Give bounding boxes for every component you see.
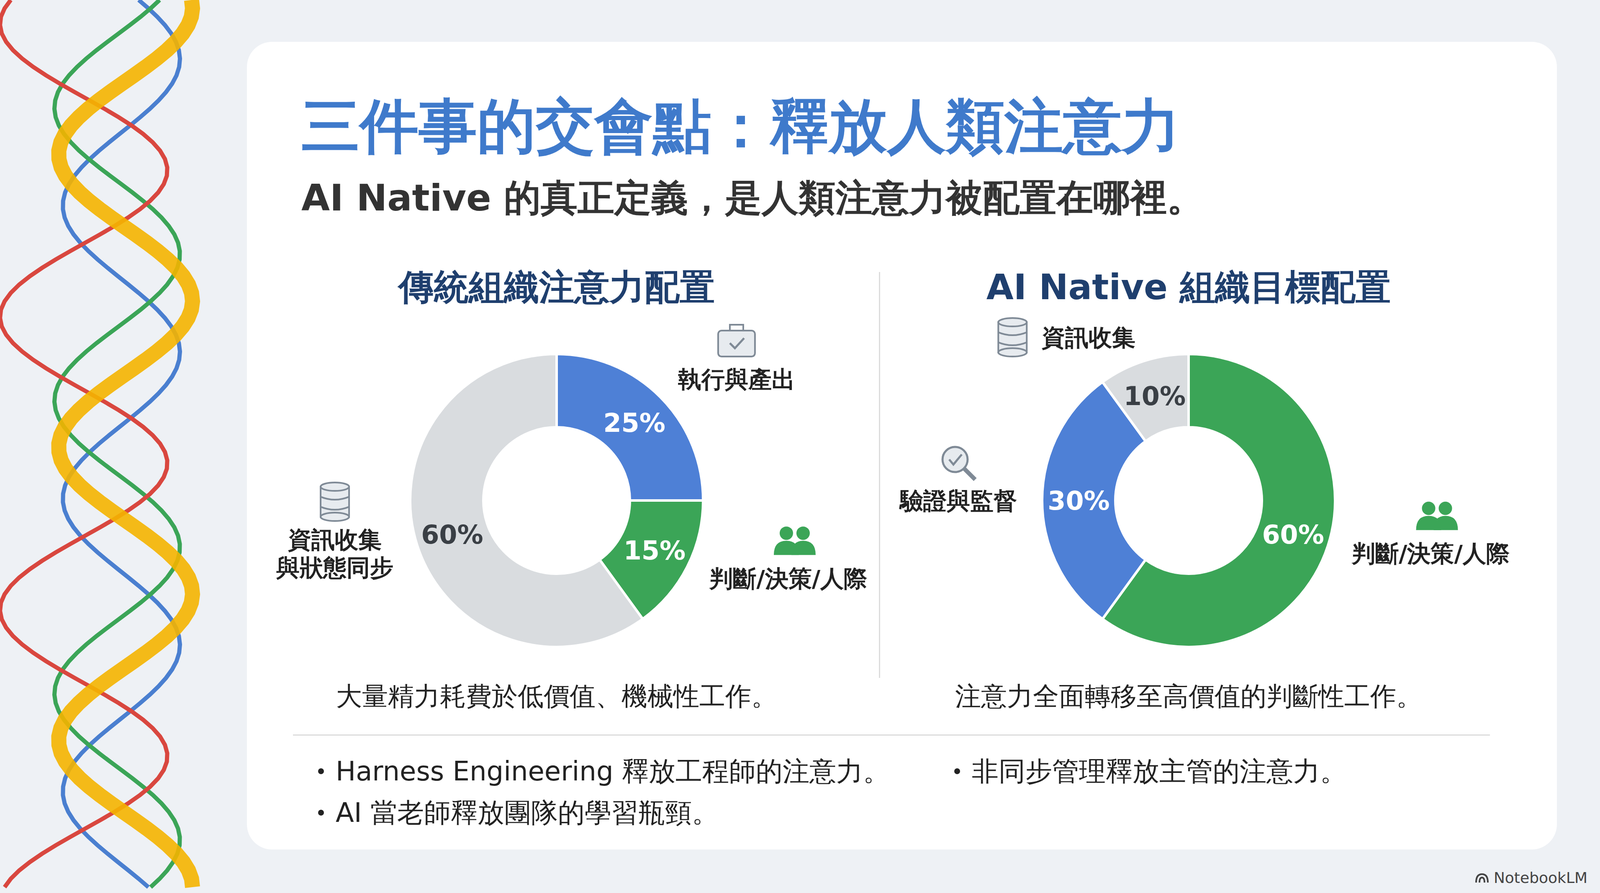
- html-text:傳統組織注意力配置: 傳統組織注意力配置: [398, 266, 715, 308]
- svg-text:60%: 60%: [421, 519, 483, 550]
- html-text:AI Native 組織目標配置: AI Native 組織目標配置: [986, 266, 1391, 308]
- html-text:AI Native 的真正定義，是人類注意力被配置在哪裡。: AI Native 的真正定義，是人類注意力被配置在哪裡。: [301, 176, 1204, 220]
- html-text:大量精力耗費於低價值、機械性工作。: 大量精力耗費於低價值、機械性工作。: [336, 680, 778, 712]
- svg-text:25%: 25%: [603, 407, 666, 439]
- svg-text:資訊收集: 資訊收集: [287, 526, 382, 554]
- svg-text:與狀態同步: 與狀態同步: [275, 554, 394, 582]
- svg-text:資訊收集: 資訊收集: [1041, 323, 1136, 352]
- html-text:Harness Engineering 釋放工程師的注意力。: Harness Engineering 釋放工程師的注意力。: [335, 755, 890, 787]
- svg-text:10%: 10%: [1123, 380, 1186, 412]
- html-text:非同步管理釋放主管的注意力。: 非同步管理釋放主管的注意力。: [971, 755, 1347, 787]
- svg-text:執行與產出: 執行與產出: [677, 365, 796, 393]
- html-text:注意力全面轉移至高價值的判斷性工作。: 注意力全面轉移至高價值的判斷性工作。: [955, 680, 1423, 712]
- svg-text:60%: 60%: [1261, 519, 1324, 550]
- svg-text:15%: 15%: [623, 535, 686, 566]
- html-text:三件事的交會點：釋放人類注意力: 三件事的交會點：釋放人類注意力: [301, 92, 1181, 161]
- svg-text:驗證與監督: 驗證與監督: [898, 487, 1018, 515]
- html-text:AI 當老師釋放團隊的學習瓶頸。: AI 當老師釋放團隊的學習瓶頸。: [335, 797, 719, 829]
- html-text:NotebookLM: NotebookLM: [1493, 869, 1588, 887]
- svg-text:30%: 30%: [1047, 485, 1110, 517]
- svg-text:判斷/決策/人際: 判斷/決策/人際: [1351, 539, 1510, 568]
- svg-text:判斷/決策/人際: 判斷/決策/人際: [708, 565, 868, 593]
